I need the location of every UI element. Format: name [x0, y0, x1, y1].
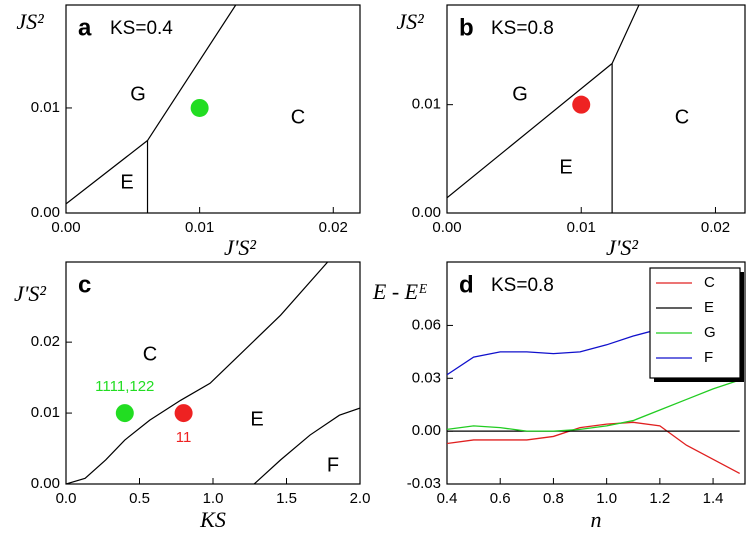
- panel-label: d: [459, 271, 474, 298]
- region-label: E: [250, 408, 263, 430]
- annotation: KS=0.8: [491, 18, 554, 39]
- series-line: [447, 421, 740, 475]
- x-axis-label: J'S²: [606, 235, 638, 260]
- y-tick-label: 0.01: [31, 99, 60, 116]
- y-axis-label: JS²: [16, 9, 44, 34]
- point-label: 1111,122: [95, 378, 154, 395]
- phase-boundary: [611, 5, 640, 64]
- region-label: E: [559, 156, 572, 178]
- plot-frame: [65, 4, 361, 214]
- region-label: C: [143, 343, 157, 365]
- state-point: [572, 95, 591, 114]
- state-point: [190, 98, 209, 117]
- y-tick-label: 0.00: [31, 204, 60, 221]
- region-label: G: [512, 83, 528, 105]
- x-axis-label: KS: [199, 507, 226, 532]
- x-tick-label: 0.01: [567, 219, 596, 236]
- legend-label: C: [704, 274, 715, 291]
- state-point: [174, 404, 193, 423]
- y-tick-label: 0.06: [412, 316, 441, 333]
- panel-label: c: [78, 271, 91, 298]
- x-tick-label: 0.01: [185, 219, 214, 236]
- x-tick-label: 0.5: [129, 490, 150, 507]
- phase-boundary: [66, 140, 148, 205]
- series-line: [447, 379, 740, 432]
- x-tick-label: 0.0: [56, 490, 77, 507]
- annotation: KS=0.4: [110, 18, 173, 39]
- phase-boundary: [253, 407, 360, 484]
- state-point: [115, 404, 134, 423]
- x-tick-label: 0.02: [701, 219, 730, 236]
- plot-frame: [446, 261, 746, 485]
- x-tick-label: 0.02: [319, 219, 348, 236]
- x-tick-label: 1.0: [203, 490, 224, 507]
- point-label: 11: [176, 429, 192, 446]
- x-tick-label: 0.00: [51, 219, 80, 236]
- x-axis-label: J'S²: [224, 235, 256, 260]
- x-tick-label: 0.6: [490, 490, 511, 507]
- annotation: KS=0.8: [491, 275, 554, 296]
- plot-frame: [446, 4, 746, 214]
- x-tick-label: 2.0: [350, 490, 371, 507]
- y-tick-label: 0.02: [31, 333, 60, 350]
- legend-label: E: [704, 299, 714, 316]
- x-tick-label: 0.00: [432, 219, 461, 236]
- y-tick-label: 0.03: [412, 369, 441, 386]
- x-tick-label: 0.4: [437, 490, 458, 507]
- y-tick-label: 0.01: [31, 404, 60, 421]
- legend-label: G: [704, 324, 716, 341]
- phase-boundary: [447, 63, 613, 199]
- region-label: C: [291, 106, 305, 128]
- x-tick-label: 1.5: [276, 490, 297, 507]
- y-tick-label: 0.00: [412, 422, 441, 439]
- region-label: E: [120, 171, 133, 193]
- plot-frame: [65, 261, 361, 485]
- x-tick-label: 0.8: [543, 490, 564, 507]
- y-axis-label: JS²: [396, 9, 424, 34]
- y-tick-label: 0.00: [412, 204, 441, 221]
- region-label: G: [130, 83, 146, 105]
- y-tick-label: -0.03: [407, 475, 441, 492]
- y-tick-label: 0.01: [412, 96, 441, 113]
- x-tick-label: 1.2: [649, 490, 670, 507]
- x-tick-label: 1.0: [596, 490, 617, 507]
- y-axis-label: J'S²: [14, 281, 46, 306]
- legend: [649, 267, 741, 379]
- phase-boundary: [147, 5, 237, 141]
- y-axis-label: E - Eᴱ: [372, 279, 427, 304]
- panel-label: b: [459, 14, 474, 41]
- panel-label: a: [78, 14, 92, 41]
- x-tick-label: 1.4: [703, 490, 724, 507]
- region-label: F: [327, 454, 339, 476]
- y-tick-label: 0.00: [31, 475, 60, 492]
- phase-boundary: [66, 262, 329, 484]
- x-axis-label: n: [591, 507, 602, 532]
- legend-label: F: [704, 349, 713, 366]
- region-label: C: [675, 106, 689, 128]
